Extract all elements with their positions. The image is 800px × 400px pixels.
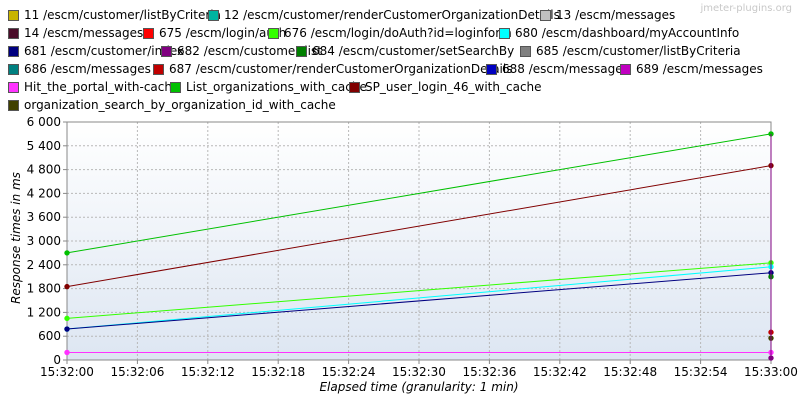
x-tick-label: 15:32:30 — [392, 365, 446, 379]
legend-swatch — [143, 27, 154, 39]
legend-swatch — [8, 27, 19, 39]
x-tick-label: 15:32:18 — [251, 365, 305, 379]
legend-item: List_organizations_with_cache — [170, 79, 367, 95]
y-axis-title: Response times in ms — [9, 172, 23, 304]
legend-item: 675 /escm/login/auth — [143, 25, 286, 41]
y-tick-label: 600 — [38, 329, 61, 343]
y-tick-label: 1 800 — [27, 282, 61, 296]
legend-swatch — [540, 9, 551, 21]
y-tick-label: 5 400 — [27, 139, 61, 153]
legend-swatch — [170, 81, 181, 93]
data-point — [64, 250, 70, 256]
series-line — [66, 262, 772, 319]
legend-swatch — [8, 81, 19, 93]
legend-label: organization_search_by_organization_id_w… — [24, 98, 336, 112]
x-tick-label: 15:32:12 — [181, 365, 235, 379]
legend-swatch — [268, 27, 279, 39]
legend-item: 687 /escm/customer/renderCustomerOrganiz… — [153, 61, 512, 77]
y-tick-label: 1 200 — [27, 305, 61, 319]
legend-item: SP_user_login_46_with_cache — [349, 79, 542, 95]
legend-swatch — [8, 45, 19, 57]
legend-item: 12 /escm/customer/renderCustomerOrganiza… — [208, 7, 560, 23]
legend-swatch — [486, 63, 497, 75]
x-tick-label: 15:32:54 — [674, 365, 728, 379]
legend-swatch — [520, 45, 531, 57]
x-tick-label: 15:33:00 — [744, 365, 798, 379]
legend-swatch — [8, 63, 19, 75]
x-tick-label: 15:32:48 — [603, 365, 657, 379]
x-tick-label: 15:32:36 — [462, 365, 516, 379]
series-line — [66, 133, 772, 254]
x-tick-label: 15:32:42 — [533, 365, 587, 379]
x-tick-label: 15:32:00 — [40, 365, 94, 379]
legend-swatch — [499, 27, 510, 39]
y-tick-label: 3 000 — [27, 234, 61, 248]
legend-swatch — [8, 99, 19, 111]
legend-label: 681 /escm/customer/index — [24, 44, 185, 58]
legend-label: 675 /escm/login/auth — [159, 26, 287, 40]
y-tick-label: 4 800 — [27, 163, 61, 177]
legend-label: 12 /escm/customer/renderCustomerOrganiza… — [224, 8, 560, 22]
legend-label: 680 /escm/dashboard/myAccountInfo — [515, 26, 740, 40]
legend-item: 13 /escm/messages — [540, 7, 675, 23]
legend-label: Hit_the_portal_with-cache — [24, 80, 180, 94]
legend-swatch — [153, 63, 164, 75]
legend-swatch — [296, 45, 307, 57]
legend-label: 684 /escm/customer/setSearchBy — [312, 44, 515, 58]
legend-item: 681 /escm/customer/index — [8, 43, 184, 59]
data-point — [64, 315, 70, 322]
y-tick-label: 6 000 — [27, 115, 61, 129]
y-tick-label: 0 — [53, 353, 61, 367]
legend-item: 11 /escm/customer/listByCriteria — [8, 7, 221, 23]
legend-item: 688 /escm/messages — [486, 61, 629, 77]
y-tick-label: 3 600 — [27, 210, 61, 224]
series-line — [66, 165, 772, 288]
legend-label: SP_user_login_46_with_cache — [365, 80, 542, 94]
y-tick-label: 2 400 — [27, 258, 61, 272]
y-tick-label: 4 200 — [27, 186, 61, 200]
legend-label: 687 /escm/customer/renderCustomerOrganiz… — [169, 62, 513, 76]
legend-swatch — [349, 81, 360, 93]
legend-label: 686 /escm/messages — [24, 62, 151, 76]
x-axis-title: Elapsed time (granularity: 1 min) — [319, 380, 518, 394]
legend-swatch — [208, 9, 219, 21]
legend-item: organization_search_by_organization_id_w… — [8, 97, 336, 113]
legend-swatch — [161, 45, 172, 57]
legend-label: 676 /escm/login/doAuth?id=loginform — [284, 26, 512, 40]
legend-swatch — [620, 63, 631, 75]
legend-item: 682 /escm/customer/list — [161, 43, 322, 59]
legend-label: 688 /escm/messages — [502, 62, 629, 76]
legend-item: 685 /escm/customer/listByCriteria — [520, 43, 741, 59]
legend-item: 680 /escm/dashboard/myAccountInfo — [499, 25, 739, 41]
data-point — [64, 326, 70, 332]
legend-label: 682 /escm/customer/list — [177, 44, 322, 58]
legend-label: List_organizations_with_cache — [186, 80, 367, 94]
data-point — [64, 349, 70, 356]
legend-label: 11 /escm/customer/listByCriteria — [24, 8, 221, 22]
watermark: jmeter-plugins.org — [700, 3, 792, 14]
legend-item: Hit_the_portal_with-cache — [8, 79, 179, 95]
series-line — [66, 266, 772, 330]
legend-swatch — [8, 9, 19, 21]
legend-label: 689 /escm/messages — [636, 62, 763, 76]
legend-item: 684 /escm/customer/setSearchBy — [296, 43, 514, 59]
legend-item: 676 /escm/login/doAuth?id=loginform — [268, 25, 512, 41]
legend-label: 685 /escm/customer/listByCriteria — [536, 44, 741, 58]
legend-label: 13 /escm/messages — [556, 8, 676, 22]
legend-item: 14 /escm/messages — [8, 25, 143, 41]
chart-legend: 11 /escm/customer/listByCriteria 12 /escm… — [0, 0, 800, 112]
legend-item: 689 /escm/messages — [620, 61, 763, 77]
x-tick-label: 15:32:24 — [322, 365, 376, 379]
x-tick-label: 15:32:06 — [110, 365, 164, 379]
legend-item: 686 /escm/messages — [8, 61, 151, 77]
data-point — [64, 283, 70, 290]
legend-label: 14 /escm/messages — [24, 26, 144, 40]
series-line — [66, 272, 772, 330]
